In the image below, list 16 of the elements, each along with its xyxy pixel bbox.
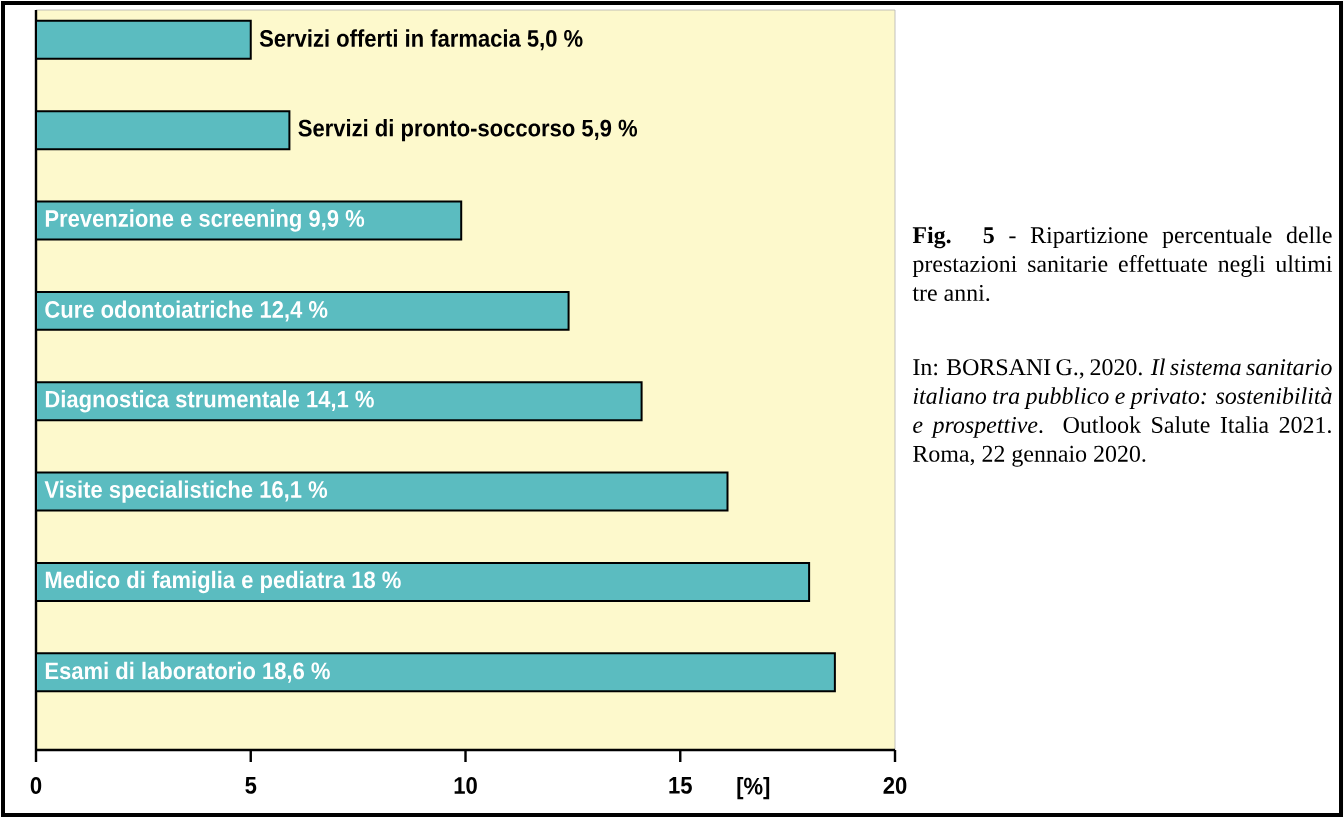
x-tick-label: 15 [669,777,692,794]
y-tick-label: Medico di famiglia e pediatra 18 % [45,570,401,594]
y-tick-label: Prevenzione e screening 9,9 % [45,209,365,232]
x-tick-label: 5 [245,777,257,794]
text: In: BORSANI G., 2020. Il sistema sanitario italiano tra pubblico e privato: sostenibilità e prospettive. Outlook Salute Italia 2021. Roma, 22 gennaio 2020. [913,358,1332,467]
x-tick-label: 0 [30,777,42,794]
x-tick-label: 10 [454,777,477,794]
y-tick-label: Esami di laboratorio 18,6 % [45,661,330,683]
y-tick-label: Servizi di pronto-soccorso 5,9 % [298,119,638,142]
y-tick-label: Cure odontoiatriche 12,4 % [45,300,328,322]
y-tick-label: Diagnostica strumentale 14,1 % [45,390,374,413]
x-axis-title: [%] [737,777,770,800]
y-tick-label: Visite specialistiche 16,1 % [44,480,328,503]
x-tick-label: 20 [883,777,907,794]
y-tick-label: Servizi offerti in farmacia 5,0 % [259,29,583,51]
text: Fig. 5 - Ripartizione percentuale delle prestazioni sanitarie effettuate negli ultimi tre anni. [912,226,1333,302]
